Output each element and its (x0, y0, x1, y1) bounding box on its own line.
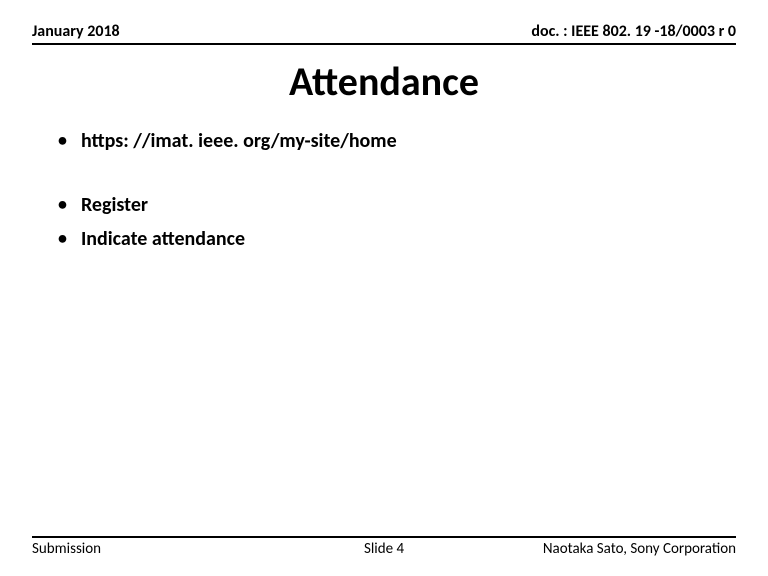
header-row: January 2018 doc. : IEEE 802. 19 -18/000… (32, 22, 736, 45)
bullet-dot-icon: • (58, 192, 67, 217)
bullet-text: Indicate attendance (81, 226, 245, 252)
footer-center: Slide 4 (267, 540, 502, 558)
content-area: • https: //imat. ieee. org/my-site/home … (32, 128, 736, 536)
slide-title: Attendance (32, 57, 736, 106)
bullet-text: Register (81, 192, 148, 218)
header-docref: doc. : IEEE 802. 19 -18/0003 r 0 (531, 22, 736, 41)
header-date: January 2018 (32, 22, 120, 41)
bullet-text: https: //imat. ieee. org/my-site/home (81, 128, 397, 154)
bullet-dot-icon: • (58, 128, 67, 153)
footer-row: Submission Slide 4 Naotaka Sato, Sony Co… (32, 536, 736, 558)
bullet-dot-icon: • (58, 226, 67, 251)
bullet-group-gap (58, 162, 726, 192)
bullet-item: • https: //imat. ieee. org/my-site/home (58, 128, 726, 154)
bullet-item: • Indicate attendance (58, 226, 726, 252)
bullet-item: • Register (58, 192, 726, 218)
slide-container: January 2018 doc. : IEEE 802. 19 -18/000… (0, 0, 768, 576)
footer-right: Naotaka Sato, Sony Corporation (501, 540, 736, 558)
footer-left: Submission (32, 540, 267, 558)
